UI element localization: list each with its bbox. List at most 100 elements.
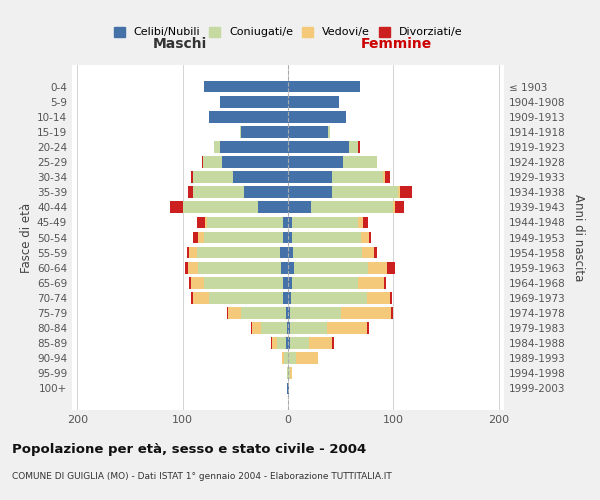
Bar bbox=[288, 156, 343, 168]
Text: Popolazione per età, sesso e stato civile - 2004: Popolazione per età, sesso e stato civil… bbox=[12, 442, 366, 456]
Bar bbox=[390, 292, 392, 304]
Bar bbox=[384, 277, 386, 288]
Bar bbox=[244, 186, 288, 198]
Bar bbox=[209, 111, 288, 122]
Bar bbox=[283, 277, 288, 288]
Bar bbox=[188, 262, 199, 274]
Bar bbox=[286, 307, 288, 319]
Bar bbox=[332, 171, 383, 183]
Bar bbox=[193, 232, 199, 243]
Bar bbox=[205, 216, 207, 228]
Bar bbox=[288, 246, 293, 258]
Bar bbox=[252, 322, 260, 334]
Bar bbox=[288, 292, 291, 304]
Bar bbox=[221, 156, 288, 168]
Bar bbox=[383, 171, 385, 183]
Bar bbox=[220, 141, 288, 153]
Bar bbox=[239, 126, 241, 138]
Bar bbox=[358, 141, 359, 153]
Bar bbox=[295, 262, 368, 274]
Bar bbox=[288, 277, 292, 288]
Bar bbox=[343, 156, 377, 168]
Bar bbox=[367, 322, 369, 334]
Bar bbox=[189, 246, 197, 258]
Bar bbox=[284, 352, 288, 364]
Bar bbox=[332, 338, 334, 349]
Bar bbox=[288, 382, 289, 394]
Bar bbox=[283, 216, 288, 228]
Bar bbox=[288, 202, 311, 213]
Bar bbox=[209, 292, 283, 304]
Bar bbox=[283, 232, 288, 243]
Bar bbox=[292, 216, 358, 228]
Bar bbox=[374, 246, 377, 258]
Text: Femmine: Femmine bbox=[361, 37, 431, 51]
Bar bbox=[283, 292, 288, 304]
Bar bbox=[199, 262, 281, 274]
Bar bbox=[332, 186, 398, 198]
Bar bbox=[191, 292, 193, 304]
Bar bbox=[288, 262, 295, 274]
Bar bbox=[203, 156, 221, 168]
Bar bbox=[189, 277, 191, 288]
Bar bbox=[288, 352, 296, 364]
Bar bbox=[288, 338, 290, 349]
Bar bbox=[191, 277, 204, 288]
Bar bbox=[290, 307, 341, 319]
Bar bbox=[233, 171, 288, 183]
Bar bbox=[288, 80, 359, 92]
Bar bbox=[287, 368, 288, 379]
Bar bbox=[277, 338, 286, 349]
Bar bbox=[288, 141, 349, 153]
Bar bbox=[228, 307, 241, 319]
Bar bbox=[204, 277, 283, 288]
Bar bbox=[292, 232, 361, 243]
Bar bbox=[202, 156, 203, 168]
Y-axis label: Fasce di età: Fasce di età bbox=[20, 202, 33, 272]
Bar bbox=[271, 338, 272, 349]
Text: COMUNE DI GUIGLIA (MO) - Dati ISTAT 1° gennaio 2004 - Elaborazione TUTTITALIA.IT: COMUNE DI GUIGLIA (MO) - Dati ISTAT 1° g… bbox=[12, 472, 392, 481]
Bar bbox=[241, 307, 286, 319]
Bar bbox=[193, 186, 244, 198]
Bar bbox=[197, 216, 205, 228]
Bar bbox=[288, 368, 290, 379]
Bar bbox=[394, 202, 395, 213]
Bar bbox=[241, 126, 288, 138]
Bar bbox=[296, 352, 317, 364]
Bar bbox=[358, 216, 363, 228]
Bar bbox=[207, 216, 283, 228]
Bar bbox=[288, 322, 290, 334]
Bar bbox=[286, 338, 288, 349]
Bar bbox=[398, 186, 400, 198]
Bar bbox=[288, 126, 328, 138]
Bar bbox=[260, 322, 287, 334]
Bar bbox=[387, 262, 395, 274]
Bar bbox=[287, 322, 288, 334]
Bar bbox=[193, 292, 209, 304]
Bar bbox=[327, 322, 367, 334]
Bar bbox=[290, 338, 309, 349]
Bar bbox=[199, 232, 204, 243]
Bar bbox=[185, 262, 188, 274]
Bar bbox=[251, 322, 252, 334]
Bar bbox=[272, 338, 277, 349]
Bar bbox=[369, 232, 371, 243]
Bar bbox=[182, 202, 259, 213]
Bar bbox=[309, 338, 332, 349]
Legend: Celibi/Nubili, Coniugati/e, Vedovi/e, Divorziati/e: Celibi/Nubili, Coniugati/e, Vedovi/e, Di… bbox=[109, 22, 467, 42]
Bar bbox=[362, 246, 374, 258]
Text: Maschi: Maschi bbox=[153, 37, 207, 51]
Bar bbox=[349, 141, 358, 153]
Bar bbox=[287, 382, 288, 394]
Bar bbox=[281, 262, 288, 274]
Bar bbox=[358, 277, 384, 288]
Bar bbox=[361, 232, 369, 243]
Bar bbox=[395, 202, 404, 213]
Bar bbox=[288, 186, 332, 198]
Bar bbox=[214, 141, 220, 153]
Bar bbox=[170, 202, 182, 213]
Bar bbox=[288, 307, 290, 319]
Bar bbox=[188, 186, 193, 198]
Bar bbox=[204, 80, 288, 92]
Bar bbox=[291, 292, 367, 304]
